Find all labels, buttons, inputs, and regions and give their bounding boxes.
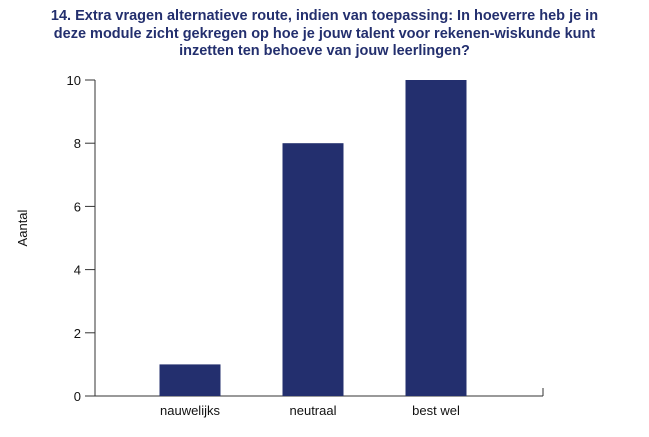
y-axis-label: Aantal xyxy=(15,209,30,246)
chart-title-line: inzetten ten behoeve van jouw leerlingen… xyxy=(179,43,470,59)
labels: nauwelijks neutraal best wel Aantal xyxy=(15,209,460,418)
bar-neutraal xyxy=(282,143,344,396)
y-tick-label: 6 xyxy=(74,199,81,214)
y-tick-label: 8 xyxy=(74,136,81,151)
y-axis: 0 2 4 6 8 10 xyxy=(67,73,96,404)
y-tick-label: 2 xyxy=(74,326,81,341)
chart-title: 14. Extra vragen alternatieve route, ind… xyxy=(20,8,629,61)
x-tick-label: neutraal xyxy=(290,403,337,418)
bar-best-wel xyxy=(405,80,467,396)
chart-title-line: deze module zicht gekregen op hoe je jou… xyxy=(53,25,596,42)
y-tick-label: 4 xyxy=(74,263,81,278)
y-tick-label: 10 xyxy=(67,73,81,88)
x-tick-label: best wel xyxy=(412,403,460,418)
chart-title-line: 14. Extra vragen alternatieve route, ind… xyxy=(50,8,599,24)
x-tick-label: nauwelijks xyxy=(160,403,220,418)
bars xyxy=(159,80,467,396)
bar-nauwelijks xyxy=(159,364,221,396)
y-tick-label: 0 xyxy=(74,389,81,404)
